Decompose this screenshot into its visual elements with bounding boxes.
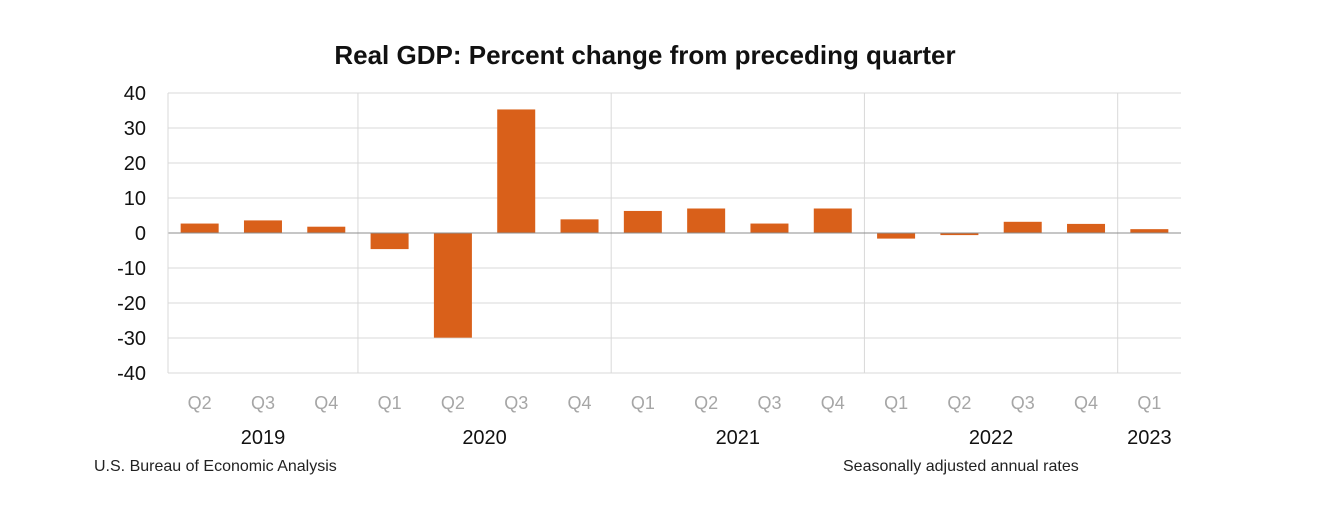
bars — [180, 109, 1169, 338]
x-tick-label: Q2 — [441, 393, 465, 413]
x-tick-label: Q2 — [694, 393, 718, 413]
bar — [180, 223, 219, 233]
axes — [167, 93, 1181, 373]
x-tick-label: Q3 — [504, 393, 528, 413]
rate-note: Seasonally adjusted annual rates — [843, 458, 1079, 475]
year-label: 2019 — [241, 427, 286, 449]
y-tick-label: 10 — [124, 188, 146, 210]
bar — [750, 223, 789, 233]
year-label: 2020 — [462, 427, 507, 449]
bar — [243, 220, 282, 233]
bar — [1003, 221, 1042, 233]
bar — [433, 233, 472, 338]
y-tick-label: 20 — [124, 153, 146, 175]
bar — [1130, 229, 1169, 233]
x-tick-label: Q1 — [884, 393, 908, 413]
bar — [307, 226, 346, 233]
x-tick-labels: Q2 Q3 Q4 Q1 Q2 Q3 Q4 Q1 Q2 Q3 Q4 Q1 Q2 Q3 Q4 Q1 — [188, 393, 1162, 413]
bar — [623, 210, 662, 233]
bar — [940, 233, 979, 236]
x-tick-label: Q4 — [314, 393, 338, 413]
chart-title: Real GDP: Percent change from preceding … — [334, 40, 956, 70]
bar — [497, 109, 536, 233]
y-tick-label: 30 — [124, 118, 146, 140]
bar — [877, 233, 916, 239]
y-tick-label: 0 — [135, 223, 146, 245]
y-tick-labels: -40 -30 -20 -10 0 10 20 30 40 — [117, 83, 146, 385]
bar — [813, 208, 852, 233]
y-tick-label: -20 — [117, 293, 146, 315]
y-tick-label: -40 — [117, 363, 146, 385]
x-tick-label: Q3 — [251, 393, 275, 413]
year-label: 2022 — [969, 427, 1014, 449]
x-tick-label: Q3 — [757, 393, 781, 413]
x-tick-label: Q1 — [378, 393, 402, 413]
x-tick-label: Q1 — [1137, 393, 1161, 413]
x-tick-label: Q2 — [188, 393, 212, 413]
x-tick-label: Q4 — [821, 393, 845, 413]
x-tick-label: Q4 — [1074, 393, 1098, 413]
x-tick-label: Q1 — [631, 393, 655, 413]
bar — [560, 219, 599, 233]
x-tick-label: Q3 — [1011, 393, 1035, 413]
x-tick-label: Q2 — [947, 393, 971, 413]
bar — [1067, 223, 1106, 233]
year-label: 2021 — [716, 427, 761, 449]
bar — [370, 233, 409, 250]
bar — [687, 208, 726, 233]
x-tick-label: Q4 — [568, 393, 592, 413]
year-labels: 2019 2020 2021 2022 2023 — [241, 427, 1172, 449]
year-label: 2023 — [1127, 427, 1172, 449]
y-tick-label: -10 — [117, 258, 146, 280]
source-note: U.S. Bureau of Economic Analysis — [94, 458, 337, 475]
grid-layer — [168, 92, 1181, 374]
y-tick-label: 40 — [124, 83, 146, 105]
y-tick-label: -30 — [117, 328, 146, 350]
